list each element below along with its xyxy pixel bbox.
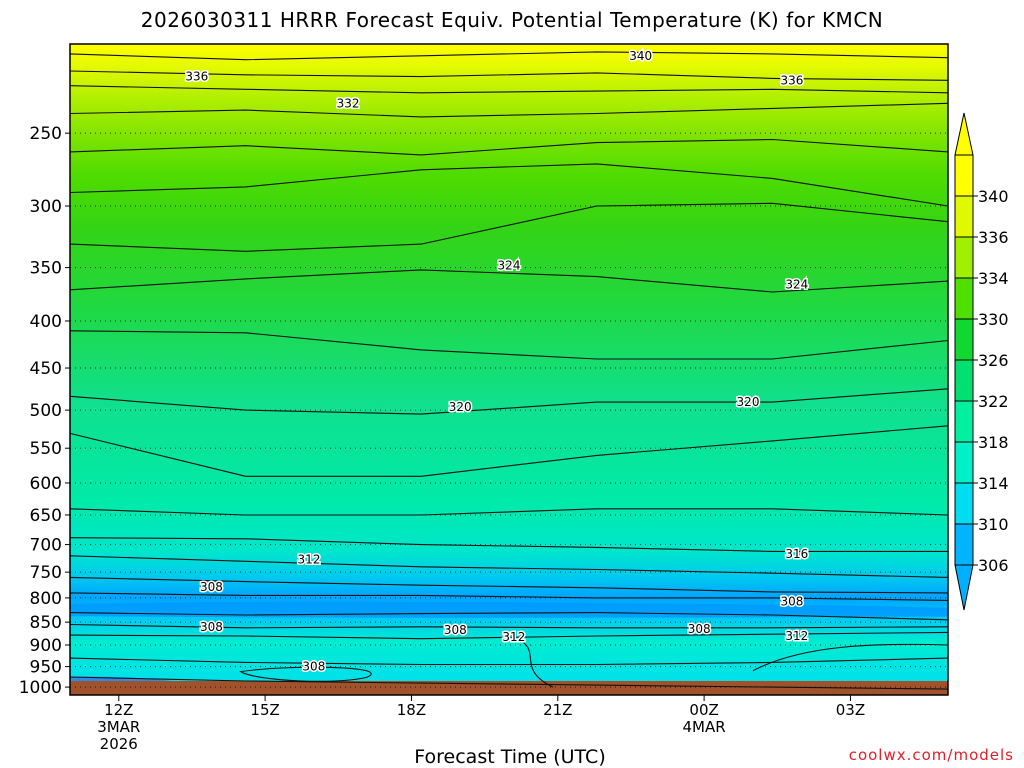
y-tick-label: 800 — [30, 589, 62, 609]
y-tick-label: 500 — [30, 401, 62, 421]
colorbar-segment — [954, 482, 974, 525]
contour-line — [69, 623, 949, 629]
contour-label: 324 — [498, 258, 521, 272]
contour-line — [523, 642, 554, 688]
colorbar-segment — [954, 277, 974, 320]
contour-label: 308 — [444, 623, 467, 637]
y-tick-label: 950 — [30, 658, 62, 678]
contour-label: 332 — [337, 96, 360, 110]
contour-line — [69, 163, 949, 207]
y-tick-label: 400 — [30, 312, 62, 332]
contour-line — [69, 138, 949, 156]
contour-label: 308 — [780, 594, 803, 608]
contour-line — [69, 85, 949, 94]
y-tick-label: 1000 — [19, 678, 62, 698]
y-tick-label: 750 — [30, 563, 62, 583]
colorbar-segment — [954, 195, 974, 238]
contour-line — [69, 657, 949, 666]
colorbar-label: 340 — [978, 187, 1009, 206]
contour-label: 336 — [780, 73, 803, 87]
x-tick-label: 00Z — [689, 701, 718, 719]
contour-line — [69, 330, 949, 360]
y-tick-label: 900 — [30, 636, 62, 656]
x-tick-label: 18Z — [397, 701, 426, 719]
x-tick-label: 4MAR — [683, 718, 726, 736]
colorbar-label: 310 — [978, 515, 1009, 534]
colorbar-segment — [954, 359, 974, 402]
colorbar-label: 318 — [978, 433, 1009, 452]
contour-label: 320 — [737, 395, 760, 409]
y-tick-label: 600 — [30, 474, 62, 494]
contour-label: 312 — [785, 629, 808, 643]
y-tick-label: 550 — [30, 439, 62, 459]
contour-line — [69, 576, 949, 594]
chart-title: 2026030311 HRRR Forecast Equiv. Potentia… — [140, 8, 884, 32]
contour-line — [239, 666, 372, 682]
contour-label: 308 — [200, 620, 223, 634]
colorbar-label: 326 — [978, 351, 1009, 370]
y-tick-label: 850 — [30, 613, 62, 633]
contour-label: 308 — [688, 622, 711, 636]
colorbar-label: 334 — [978, 269, 1009, 288]
x-axis-label: Forecast Time (UTC) — [414, 746, 606, 768]
x-tick-label: 21Z — [543, 701, 572, 719]
contour-line — [69, 592, 949, 601]
x-tick-label: 15Z — [250, 701, 279, 719]
x-tick-label: 12Z — [104, 701, 133, 719]
contour-line — [69, 676, 949, 690]
low-theta-layer — [70, 601, 948, 618]
plot-frame — [69, 43, 949, 696]
colorbar-label: 306 — [978, 556, 1009, 575]
colorbar-segment — [954, 400, 974, 443]
colorbar-label: 336 — [978, 228, 1009, 247]
contour-line — [69, 202, 949, 252]
contour-line — [69, 612, 949, 621]
contour-label: 336 — [185, 70, 208, 84]
contour-line — [69, 102, 949, 118]
x-tick-label: 2026 — [100, 735, 138, 753]
ground — [70, 681, 948, 695]
contour-line — [69, 269, 949, 293]
contour-label: 340 — [629, 49, 652, 63]
colorbar-max-arrow — [954, 112, 974, 156]
contour-line — [752, 643, 949, 672]
contour-label: 308 — [302, 660, 325, 674]
colorbar-segment — [954, 236, 974, 279]
colorbar-label: 314 — [978, 474, 1009, 493]
colorbar-min-arrow — [954, 564, 974, 611]
colorbar-segment — [954, 318, 974, 361]
colorbar-segment — [954, 441, 974, 484]
y-tick-label: 300 — [30, 197, 62, 217]
y-tick-label: 350 — [30, 259, 62, 279]
credit-link[interactable]: coolwx.com/models — [848, 746, 1014, 764]
contour-line — [69, 51, 949, 61]
contour-line — [69, 70, 949, 81]
contour-line — [69, 555, 949, 578]
contour-line — [69, 388, 949, 415]
contour-label: 324 — [785, 277, 808, 291]
contour-label: 316 — [785, 547, 808, 561]
y-tick-label: 450 — [30, 359, 62, 379]
contour-label: 312 — [298, 553, 321, 567]
contour-line — [69, 508, 949, 516]
colorbar-label: 330 — [978, 310, 1009, 329]
y-tick-label: 700 — [30, 536, 62, 556]
contour-label: 308 — [200, 580, 223, 594]
x-tick-label: 03Z — [836, 701, 865, 719]
colorbar-label: 322 — [978, 392, 1009, 411]
x-tick-label: 3MAR — [97, 718, 140, 736]
contour-line — [69, 631, 949, 640]
y-tick-label: 250 — [30, 124, 62, 144]
contour-label: 312 — [502, 630, 525, 644]
color-field — [70, 44, 948, 695]
contour-label: 320 — [449, 400, 472, 414]
contour-line — [69, 425, 949, 477]
colorbar-segment — [954, 523, 974, 566]
contour-line — [69, 537, 948, 552]
y-tick-label: 650 — [30, 506, 62, 526]
colorbar-segment — [954, 154, 974, 197]
